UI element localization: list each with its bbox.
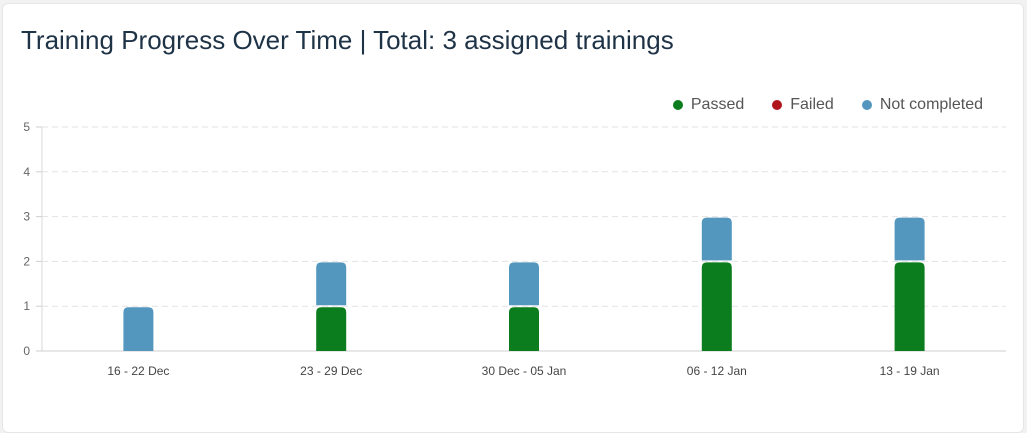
legend-dot-not-completed <box>861 100 872 110</box>
legend: Passed Failed Not completed <box>672 96 983 114</box>
x-tick-label: 16 - 22 Dec <box>107 364 169 378</box>
legend-label-failed: Failed <box>790 96 834 113</box>
chart-card: Training Progress Over Time | Total: 3 a… <box>2 3 1024 433</box>
bar-passed[interactable] <box>894 262 925 351</box>
legend-item-failed[interactable]: Failed <box>772 96 834 114</box>
y-tick-label: 0 <box>23 344 30 358</box>
bar-not-completed[interactable] <box>316 262 347 306</box>
y-tick-label: 5 <box>23 120 30 134</box>
legend-item-not-completed[interactable]: Not completed <box>861 96 983 114</box>
legend-dot-failed <box>772 100 783 110</box>
x-tick-label: 06 - 12 Jan <box>687 364 747 378</box>
legend-dot-passed <box>672 100 683 110</box>
bar-not-completed[interactable] <box>894 217 925 261</box>
x-tick-label: 23 - 29 Dec <box>300 364 362 378</box>
legend-label-not-completed: Not completed <box>879 96 983 113</box>
bar-not-completed[interactable] <box>701 217 732 261</box>
y-tick-label: 4 <box>23 165 30 179</box>
bar-not-completed[interactable] <box>123 307 154 351</box>
legend-label-passed: Passed <box>690 96 745 113</box>
bar-not-completed[interactable] <box>509 262 539 306</box>
legend-item-passed[interactable]: Passed <box>672 96 745 114</box>
bar-passed[interactable] <box>509 307 539 351</box>
x-tick-label: 30 Dec - 05 Jan <box>482 364 567 378</box>
x-tick-label: 13 - 19 Jan <box>880 364 940 378</box>
y-tick-label: 3 <box>23 210 30 224</box>
bar-passed[interactable] <box>316 307 347 351</box>
y-tick-label: 2 <box>23 254 30 268</box>
bar-passed[interactable] <box>701 262 732 351</box>
chart-title: Training Progress Over Time | Total: 3 a… <box>21 25 674 55</box>
y-tick-label: 1 <box>23 299 30 313</box>
chart-plot: 0 1 2 3 4 5 16 - 22 Dec 23 - 29 Dec 30 Dec - 05 … <box>23 120 1006 378</box>
